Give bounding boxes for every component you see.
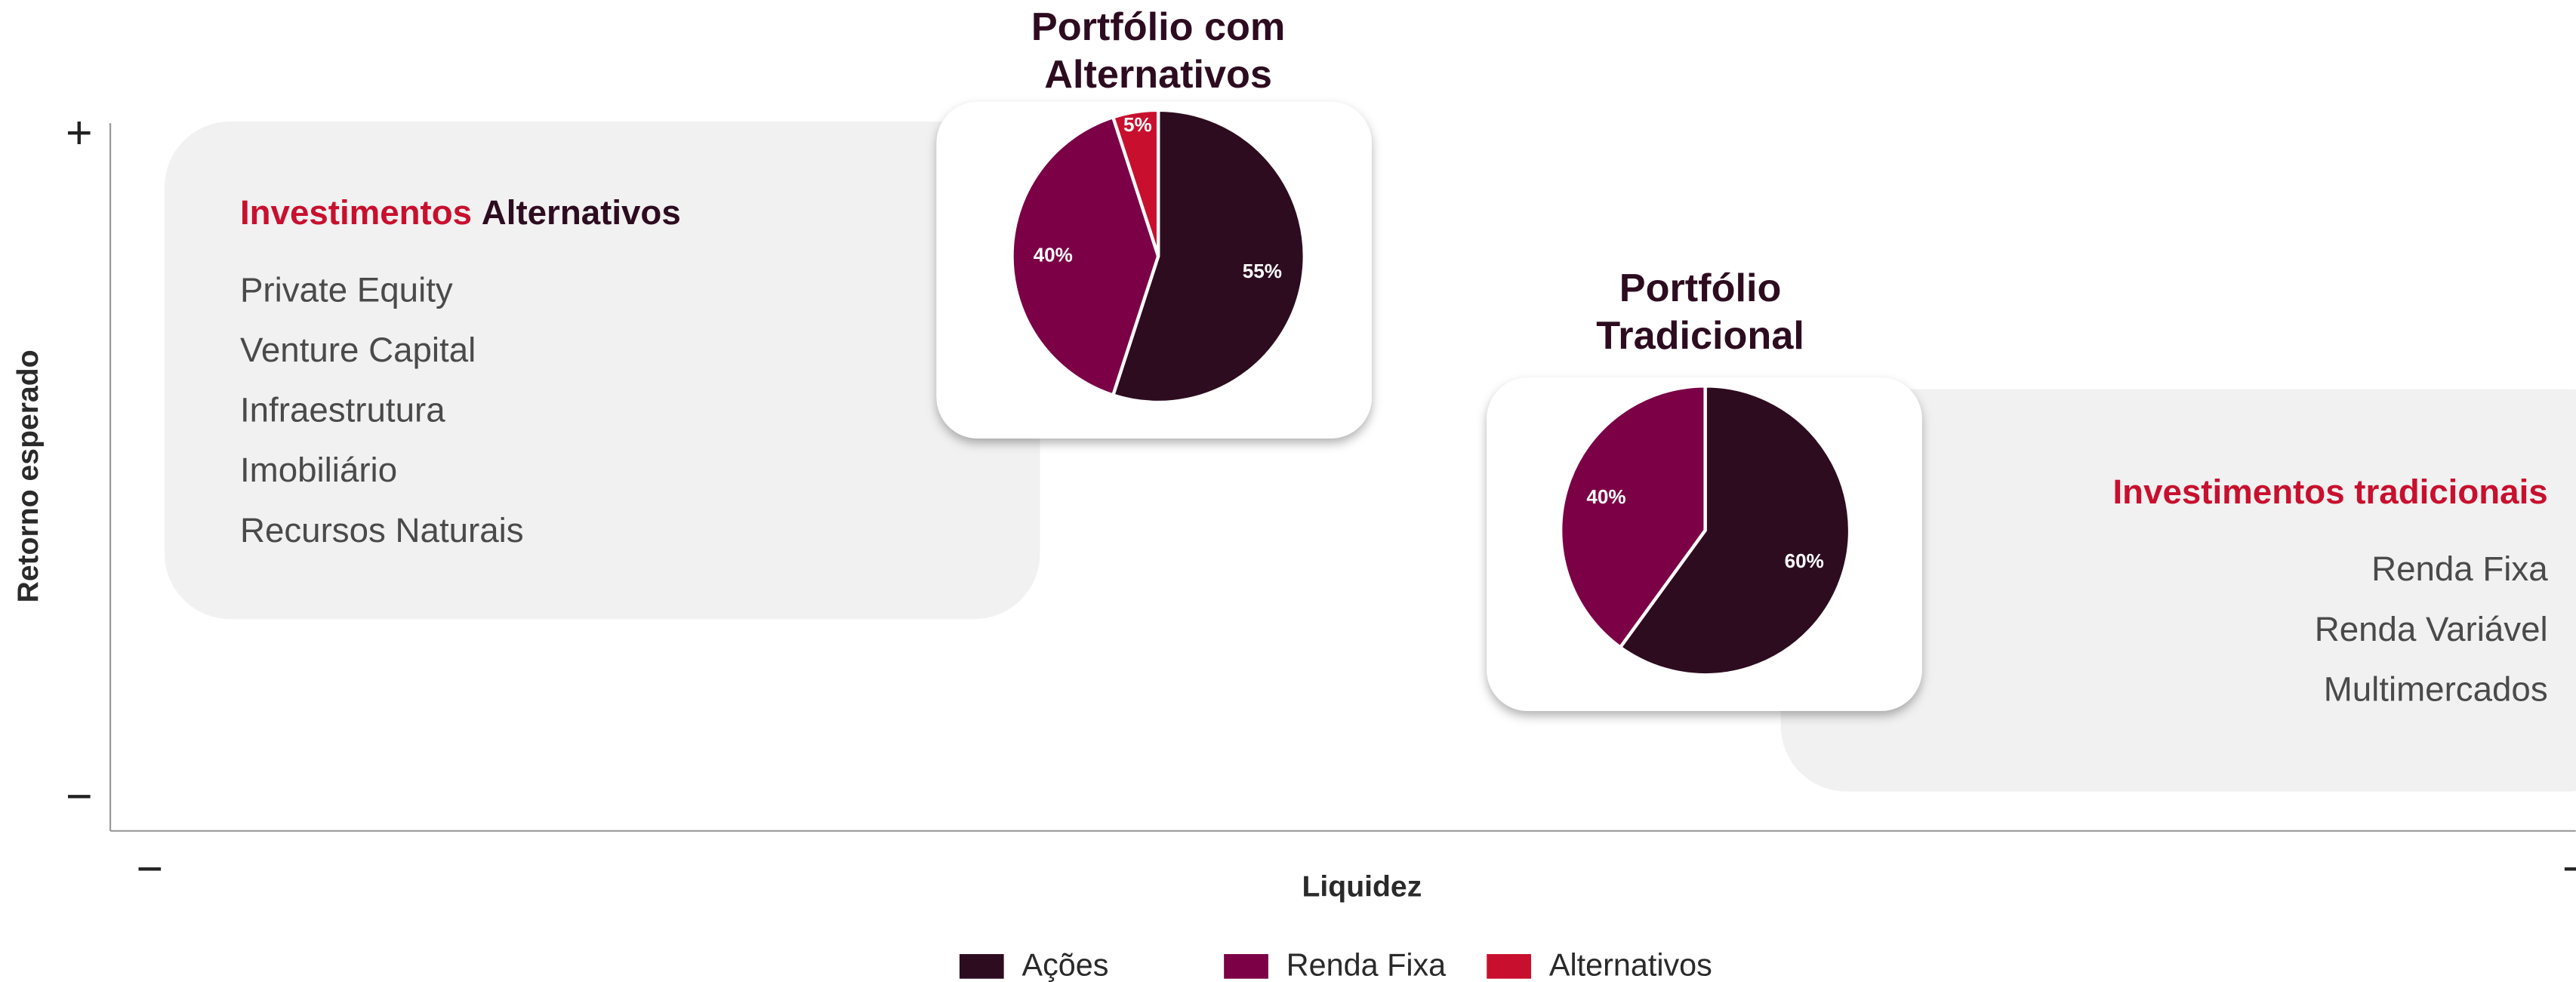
legend-label: Renda Fixa [1286, 947, 1446, 982]
pie-slice [1010, 115, 1160, 398]
box-item: Private Equity [240, 270, 453, 309]
legend-swatch [1487, 954, 1531, 979]
y-axis-label: Retorno esperado [12, 349, 45, 602]
box-item: Recursos Naturais [240, 511, 524, 549]
box-item: Infraestrutura [240, 391, 445, 429]
slice-label: 60% [1785, 549, 1824, 572]
pie-slice [1558, 384, 1707, 650]
pie-slice [1111, 108, 1160, 257]
box-item: Multimercados [2324, 670, 2548, 708]
slice-label: 55% [1243, 260, 1282, 282]
slice-label: 40% [1586, 485, 1625, 508]
slice-label: 40% [1034, 243, 1073, 266]
box-item: Imobiliário [240, 451, 397, 489]
box-title-part: Investimentos [240, 193, 472, 232]
box-title-part: tradicionais [2354, 473, 2547, 511]
x-low: − [137, 842, 164, 894]
x-high: − [2562, 842, 2576, 894]
pie-title: Alternativos [1044, 53, 1272, 97]
box-title-part: Alternativos [482, 193, 681, 232]
trad-box [1780, 389, 2576, 792]
x-axis-label: Liquidez [1302, 870, 1422, 903]
box-item: Renda Variável [2315, 610, 2548, 648]
pie-title: Tradicional [1596, 314, 1804, 358]
pie-slice [1618, 384, 1852, 677]
legend-swatch [1224, 954, 1268, 979]
alt-box [164, 121, 1040, 620]
box-title: Investimentos tradicionais [2113, 473, 2548, 511]
legend-swatch [959, 954, 1004, 979]
legend-label: Alternativos [1549, 947, 1712, 982]
y-high: + [66, 107, 93, 159]
box-title-part: Investimentos [2113, 473, 2345, 511]
legend-label: Ações [1022, 947, 1109, 982]
y-low: − [66, 771, 93, 822]
box-title: Investimentos Alternativos [240, 193, 681, 232]
slice-label: 5% [1123, 113, 1152, 136]
pie-title: Portfólio [1619, 266, 1782, 310]
box-item: Renda Fixa [2371, 549, 2548, 588]
pie-title: Portfólio com [1031, 5, 1285, 49]
box-item: Venture Capital [240, 331, 476, 369]
pie-slice [1111, 108, 1306, 405]
